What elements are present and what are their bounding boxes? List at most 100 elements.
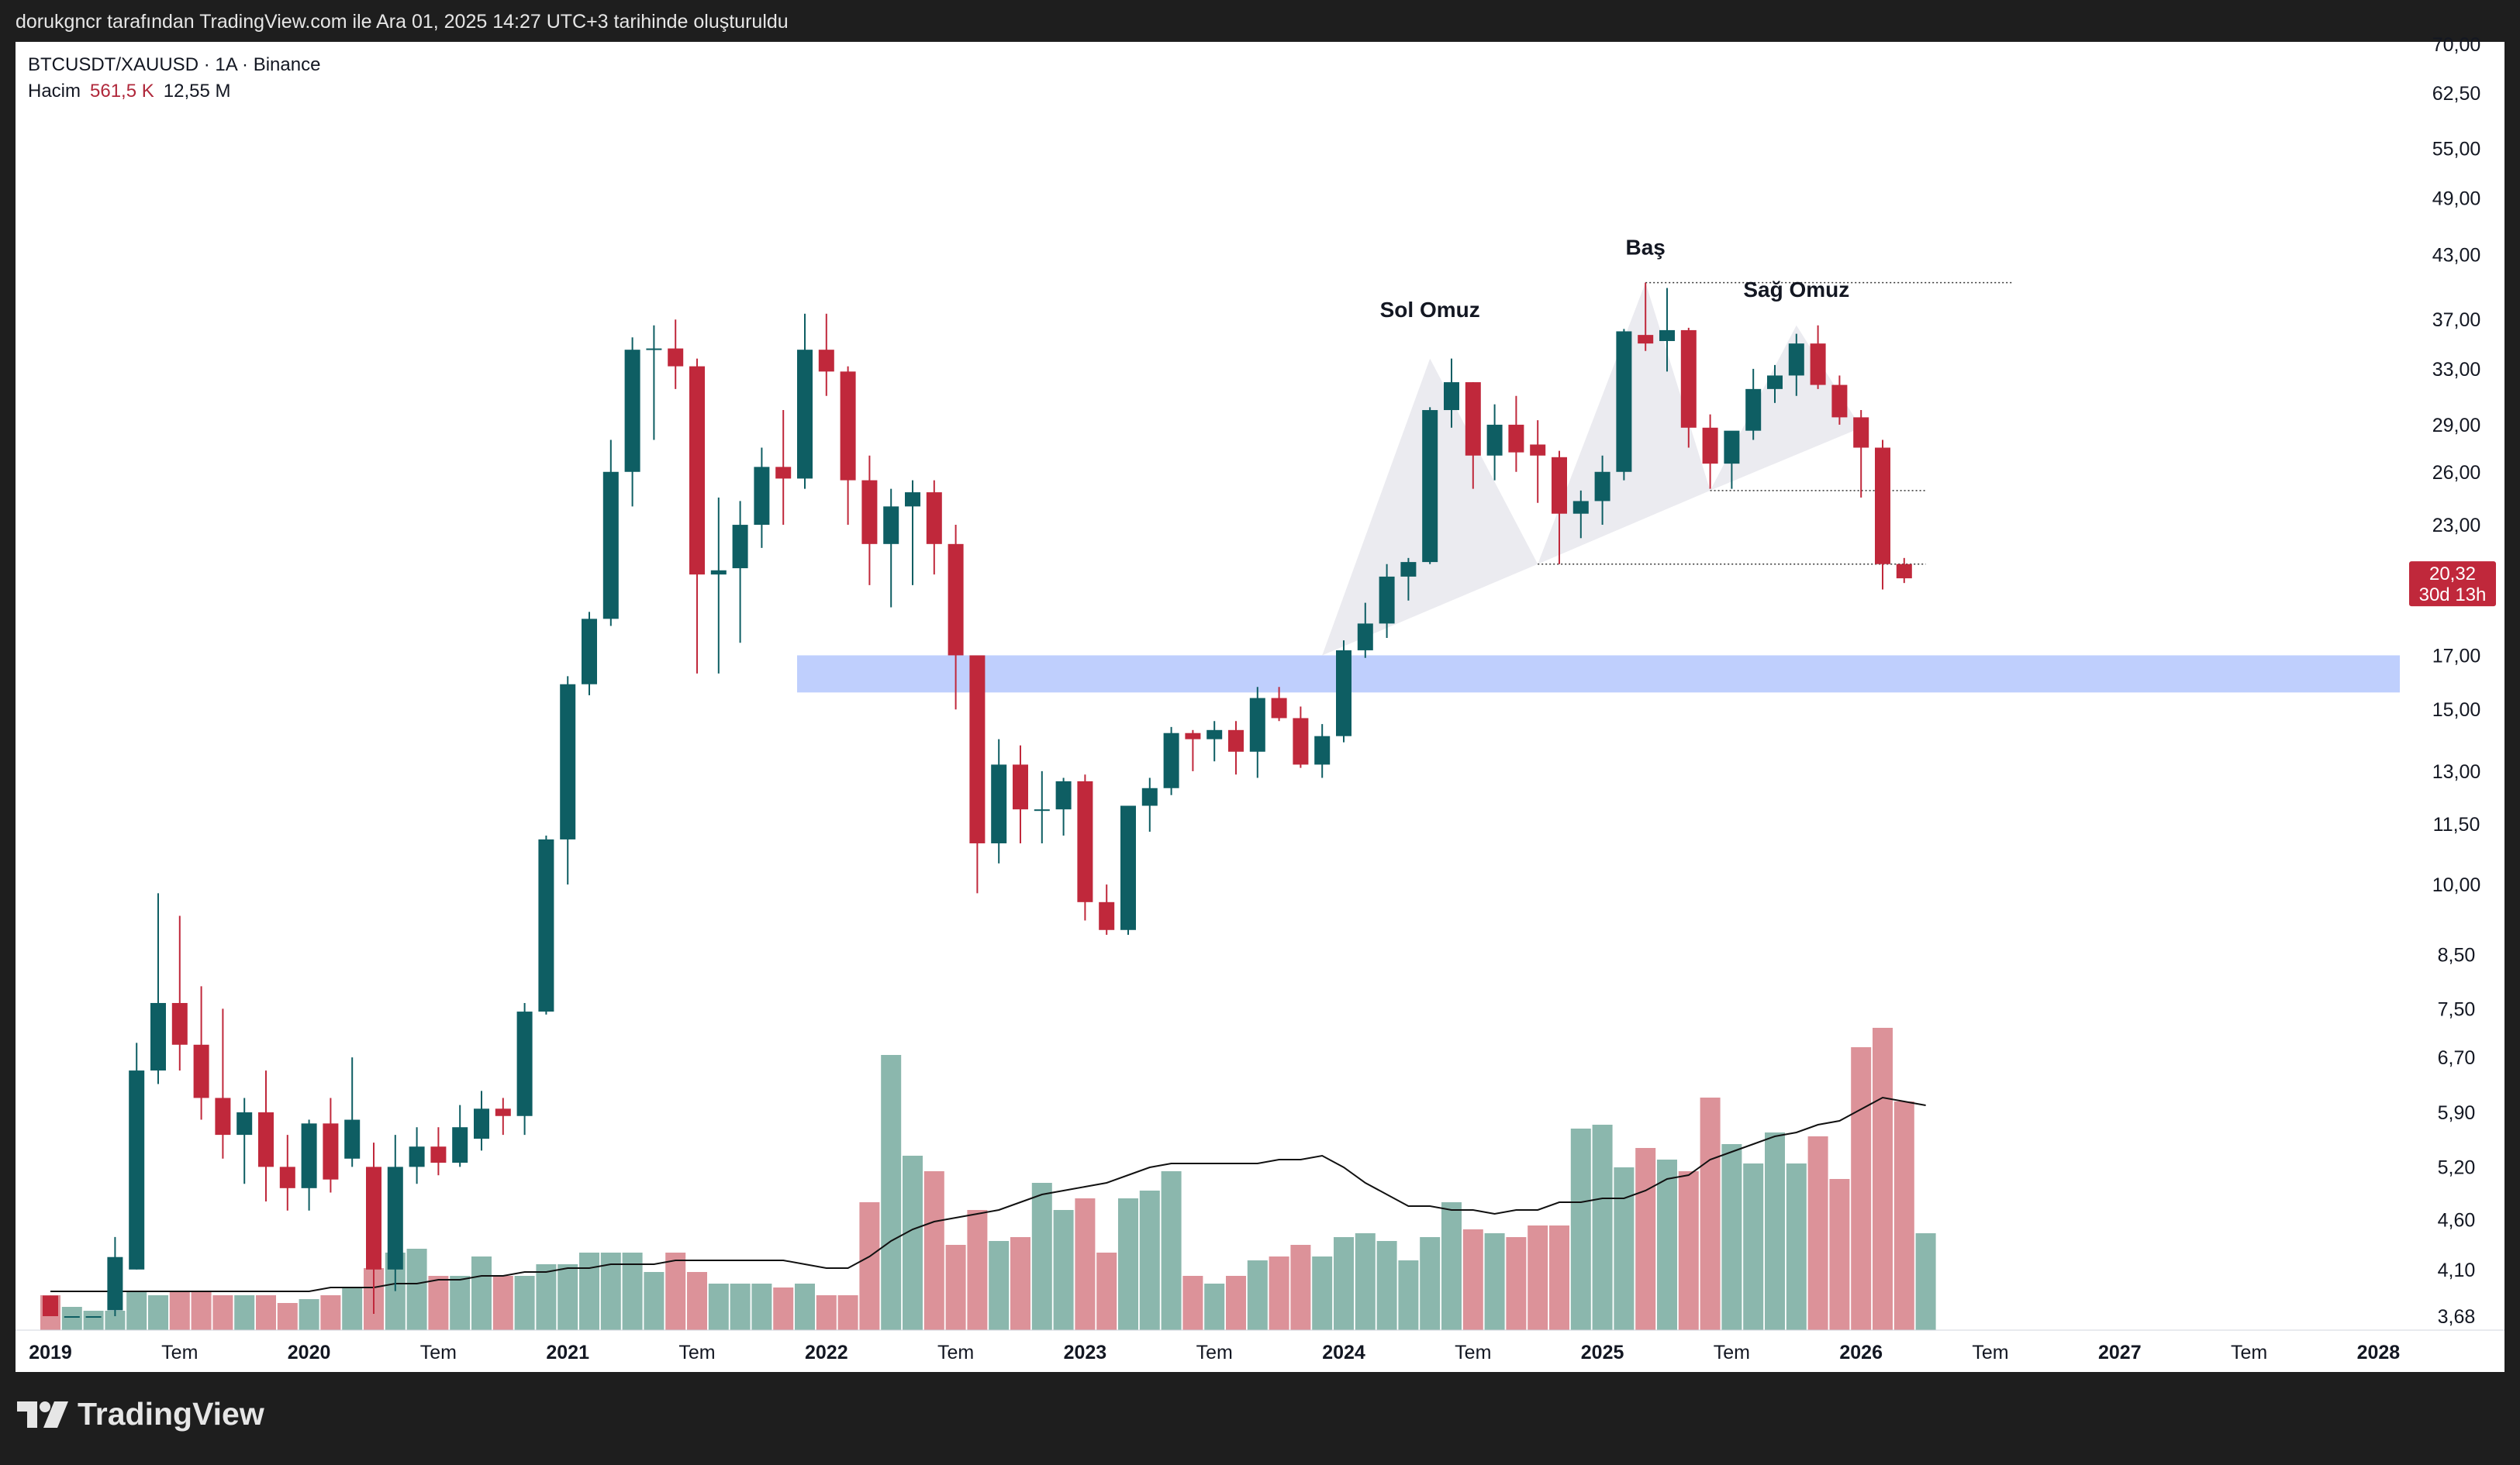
volume-bar	[1893, 1101, 1914, 1330]
volume-bar	[1441, 1202, 1462, 1330]
volume-bar	[406, 1249, 427, 1330]
volume-bar	[234, 1295, 255, 1330]
candle-body	[538, 839, 554, 1012]
head-shoulders-pattern	[1322, 282, 1862, 656]
symbol-legend[interactable]: BTCUSDT/XAUUSD · 1A · Binance	[28, 54, 321, 75]
candle	[344, 1057, 361, 1167]
candle	[301, 1119, 317, 1211]
candle-body	[1875, 447, 1890, 564]
price-axis	[2401, 42, 2504, 1372]
candle	[1422, 407, 1438, 564]
candle-body	[495, 1108, 511, 1116]
candle-body	[1293, 718, 1309, 765]
candle	[1616, 329, 1632, 481]
candle	[797, 313, 813, 489]
y-tick-label: 15,00	[2432, 699, 2481, 721]
candle	[1185, 729, 1201, 771]
volume-bar	[967, 1210, 988, 1330]
volume-bar	[169, 1291, 190, 1330]
candle-body	[215, 1098, 231, 1136]
volume-bar	[1355, 1233, 1376, 1330]
y-tick-label: 4,10	[2438, 1260, 2476, 1281]
y-tick-label: 62,50	[2432, 83, 2481, 105]
volume-bar	[1873, 1028, 1893, 1330]
footer-bar	[0, 1372, 2520, 1465]
candle	[1055, 777, 1072, 836]
volume-bar	[1376, 1241, 1397, 1330]
candle-body	[689, 366, 705, 575]
candle	[64, 1316, 80, 1318]
candle-body	[775, 467, 792, 479]
candle-body	[1853, 417, 1869, 448]
candle-body	[171, 1002, 188, 1045]
y-tick-label: 13,00	[2432, 761, 2481, 783]
x-tick-label: Tem	[1714, 1342, 1750, 1363]
candle-body	[560, 684, 576, 839]
candle-body	[474, 1108, 489, 1139]
x-tick-label: Tem	[1196, 1342, 1233, 1363]
candle	[1572, 490, 1589, 539]
candle	[1788, 333, 1804, 396]
volume-bar	[277, 1303, 298, 1330]
candle	[193, 986, 209, 1120]
volume-bar	[1700, 1098, 1721, 1330]
candle	[474, 1091, 489, 1151]
tradingview-logo-icon	[17, 1401, 68, 1428]
volume-bar	[1807, 1136, 1828, 1330]
last-price-badge	[2409, 561, 2496, 607]
x-tick-label: 2020	[288, 1342, 331, 1363]
candle-body	[452, 1127, 468, 1163]
volume-bar	[1657, 1160, 1677, 1330]
volume-legend[interactable]: Hacim 561,5 K 12,55 M	[28, 81, 230, 102]
candle-body	[1724, 430, 1740, 464]
volume-bar	[1549, 1225, 1569, 1330]
volume-bar	[579, 1253, 599, 1330]
pattern-annotation: Sol Omuz	[1380, 298, 1480, 322]
candle	[1013, 745, 1028, 843]
candle	[387, 1135, 403, 1291]
volume-bar	[1592, 1125, 1613, 1330]
volume-bar	[687, 1272, 707, 1330]
candle-body	[1314, 736, 1331, 765]
y-tick-label: 17,00	[2432, 645, 2481, 667]
candle-body	[1594, 471, 1610, 502]
candle-body	[1486, 424, 1503, 456]
candle-body	[1508, 424, 1524, 453]
volume-bar	[256, 1295, 276, 1330]
candle	[279, 1135, 295, 1211]
y-tick-label: 3,68	[2438, 1306, 2476, 1328]
candle-body	[323, 1123, 339, 1180]
volume-bar	[558, 1264, 578, 1330]
candle-body	[732, 525, 748, 569]
tradingview-logo[interactable]: TradingView	[17, 1396, 264, 1432]
volume-bar	[1139, 1191, 1160, 1330]
support-zone	[797, 655, 2400, 693]
x-tick-label: Tem	[937, 1342, 974, 1363]
candle-body	[430, 1146, 447, 1163]
candle-body	[64, 1316, 80, 1318]
volume-bar	[1614, 1167, 1635, 1330]
candle	[452, 1105, 468, 1167]
candle-body	[948, 543, 964, 656]
y-tick-label: 5,90	[2438, 1102, 2476, 1124]
candle	[991, 739, 1007, 863]
candle-body	[516, 1012, 533, 1116]
volume-bar	[514, 1276, 535, 1330]
volume-bar	[1204, 1284, 1225, 1330]
y-tick-label: 7,50	[2438, 998, 2476, 1020]
candle-body	[1530, 444, 1546, 456]
candle-body	[818, 350, 834, 372]
candle-body	[43, 1295, 58, 1316]
candle	[926, 480, 942, 575]
candle	[323, 1098, 339, 1193]
x-tick-label: Tem	[678, 1342, 715, 1363]
y-tick-label: 29,00	[2432, 415, 2481, 436]
candle-body	[258, 1112, 274, 1167]
volume-bar	[1462, 1229, 1483, 1330]
candle	[258, 1070, 274, 1201]
x-tick-label: 2021	[546, 1342, 589, 1363]
volume-ma-line	[50, 1096, 1926, 1292]
candle	[1400, 557, 1417, 601]
volume-bar	[773, 1287, 794, 1330]
